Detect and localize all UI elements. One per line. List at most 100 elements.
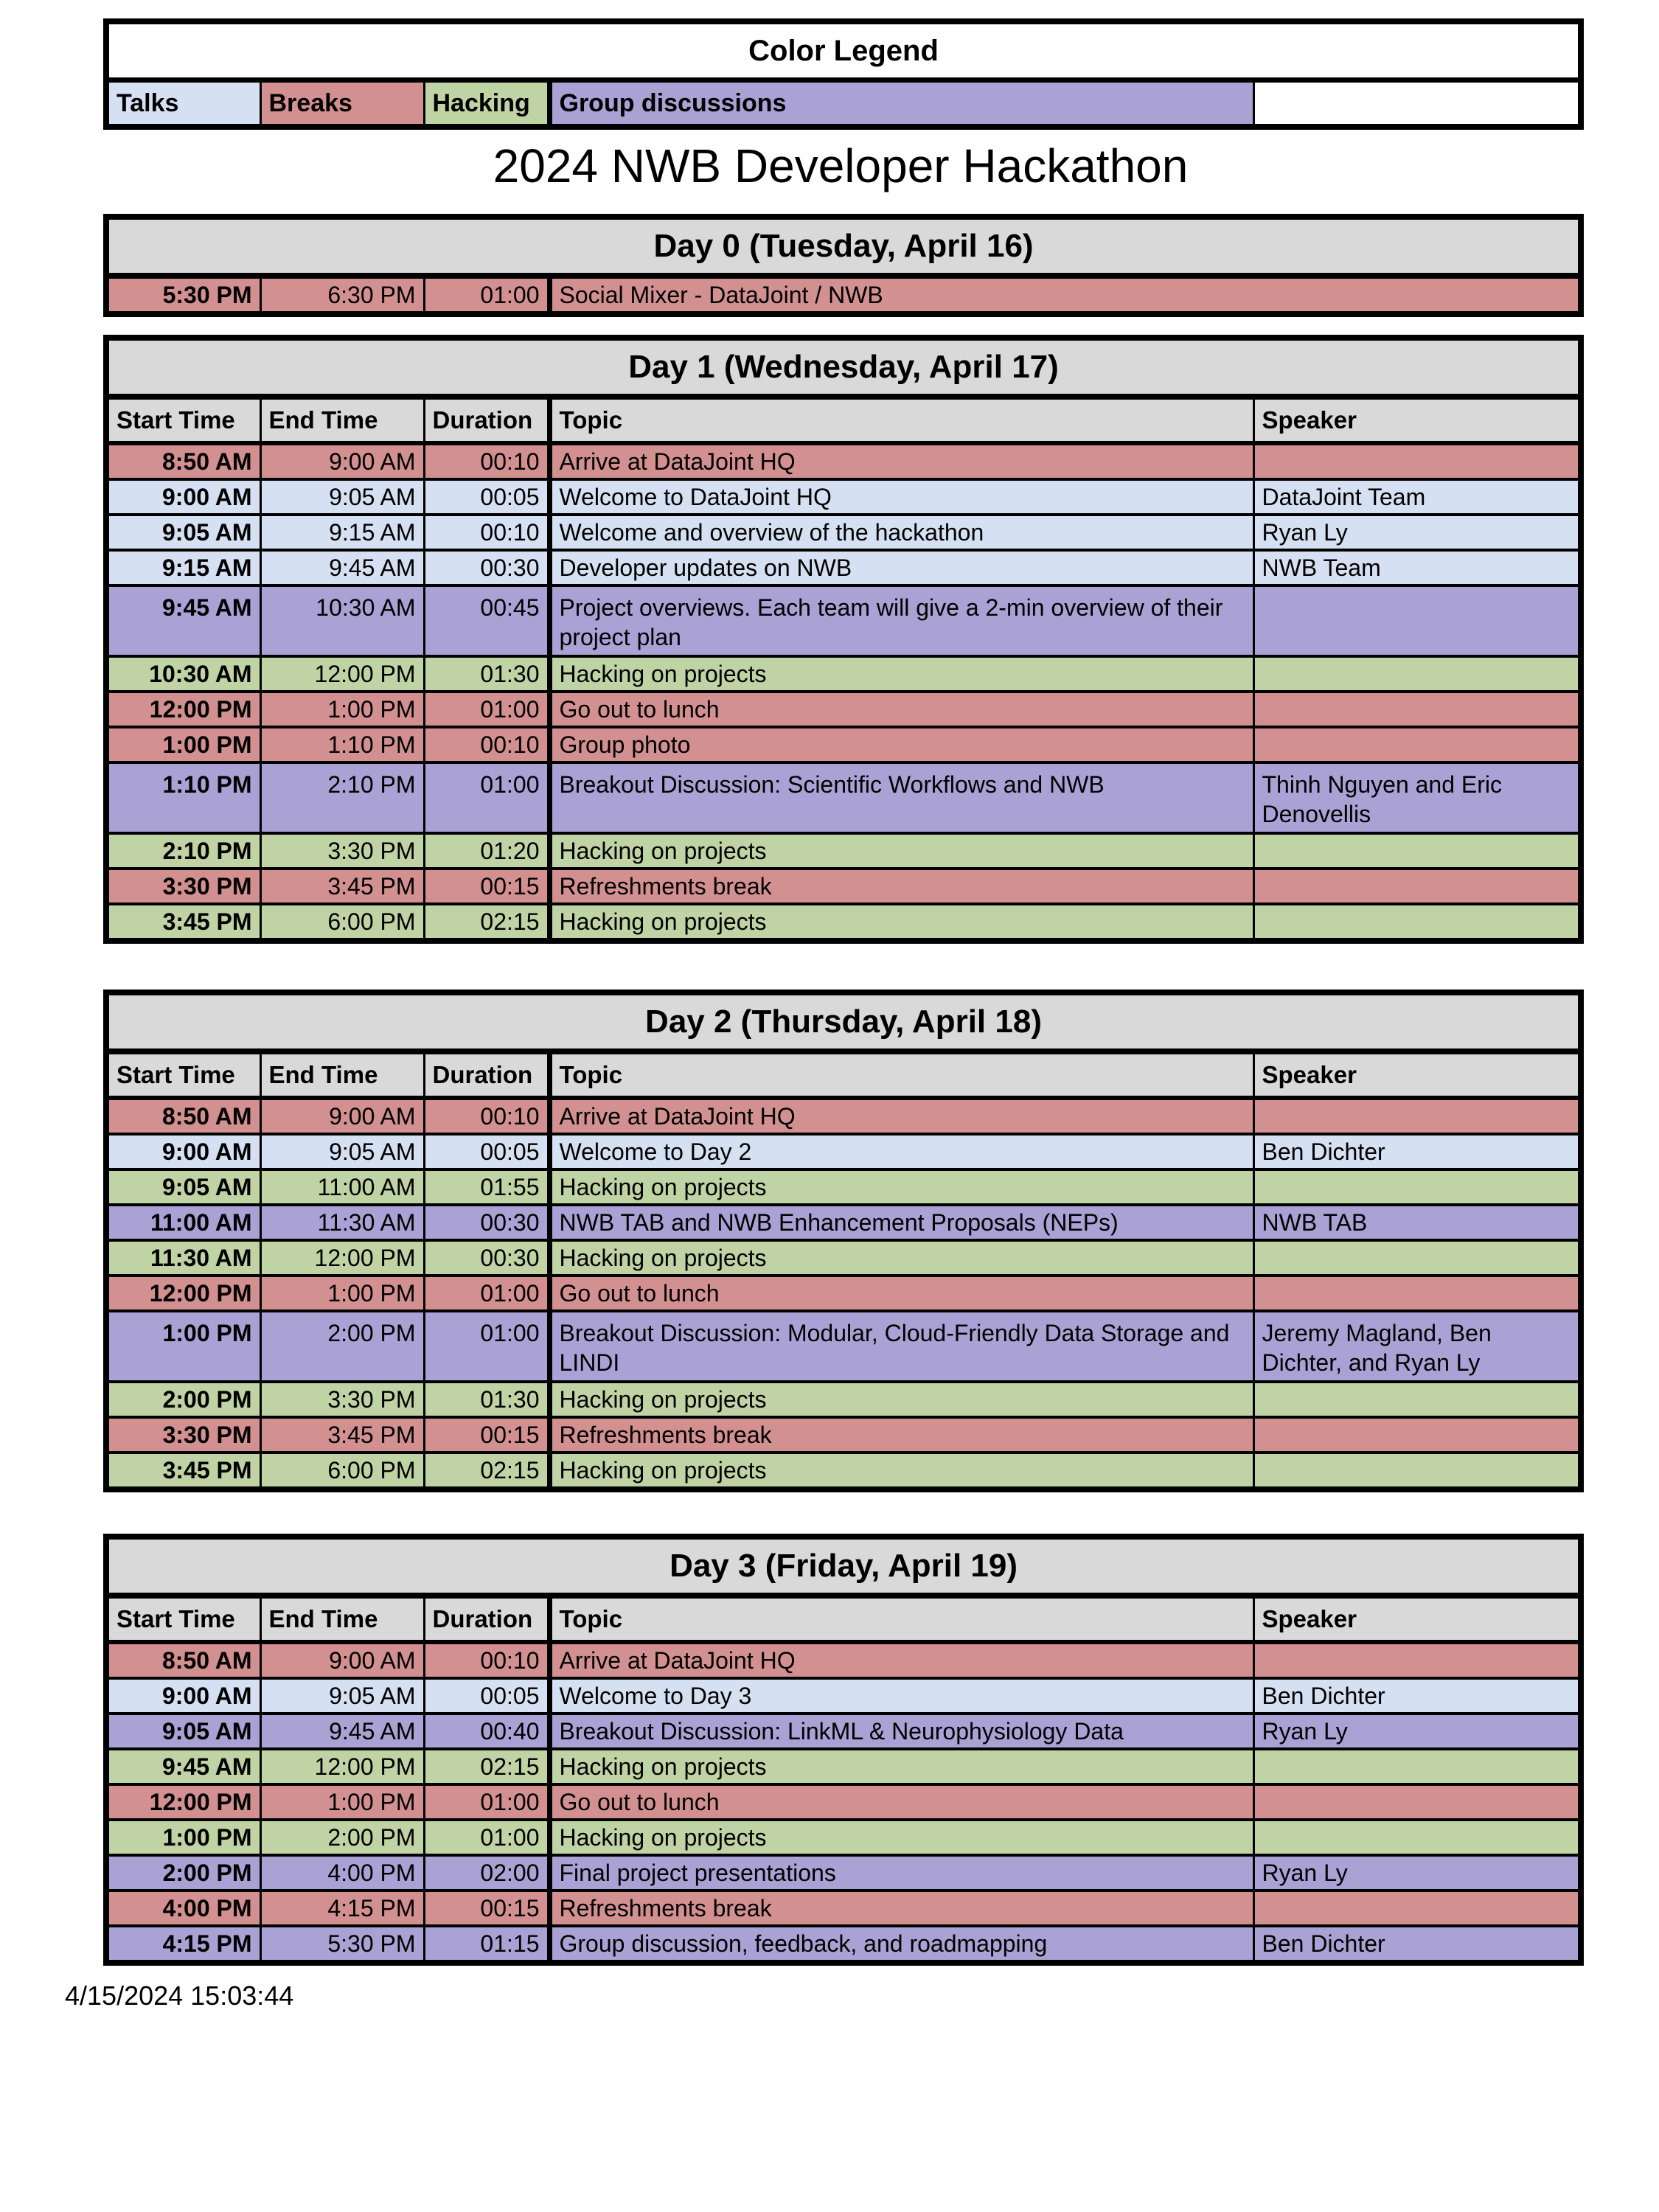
speaker-cell — [1252, 690, 1582, 728]
speaker-cell: DataJoint Team — [1252, 478, 1582, 516]
end-time-cell: 6:00 PM — [259, 902, 425, 942]
speaker-cell: Ryan Ly — [1252, 1712, 1582, 1750]
column-header-speaker: Speaker — [1252, 397, 1582, 445]
column-header-topic: Topic — [546, 1051, 1253, 1100]
page-title: 2024 NWB Developer Hackathon — [493, 139, 1189, 192]
end-time-cell: 6:00 PM — [259, 1451, 425, 1491]
start-time-cell: 1:00 PM — [105, 726, 262, 764]
schedule-row: 3:30 PM 3:45 PM 00:15 Refreshments break — [105, 1416, 1582, 1454]
duration-cell: 00:15 — [422, 1889, 551, 1927]
duration-cell: 02:00 — [422, 1854, 551, 1892]
end-time-cell: 2:00 PM — [259, 1310, 425, 1383]
start-time-cell: 9:05 AM — [105, 513, 262, 552]
speaker-cell: Jeremy Magland, Ben Dichter, and Ryan Ly — [1252, 1310, 1582, 1383]
end-time-cell: 3:30 PM — [259, 1380, 425, 1419]
duration-cell: 02:15 — [422, 1747, 551, 1786]
duration-cell: 00:05 — [422, 1133, 551, 1171]
topic-cell: Welcome and overview of the hackathon — [546, 513, 1255, 552]
start-time-cell: 1:00 PM — [105, 1310, 262, 1383]
schedule-row: 4:00 PM 4:15 PM 00:15 Refreshments break — [105, 1889, 1582, 1927]
topic-cell: Breakout Discussion: LinkML & Neurophysi… — [546, 1712, 1255, 1750]
speaker-cell: Ryan Ly — [1252, 513, 1582, 552]
start-time-cell: 10:30 AM — [105, 655, 262, 693]
topic-cell: Group photo — [546, 726, 1255, 764]
duration-cell: 00:40 — [422, 1712, 551, 1750]
topic-cell: Project overviews. Each team will give a… — [546, 584, 1255, 658]
duration-cell: 01:00 — [422, 1783, 551, 1821]
duration-cell: 01:00 — [422, 761, 551, 835]
duration-cell: 01:30 — [422, 655, 551, 693]
legend-item-breaks: Breaks — [259, 80, 424, 127]
column-header-start-time: Start Time — [105, 1051, 260, 1100]
schedule-row: 9:00 AM 9:05 AM 00:05 Welcome to Day 2 B… — [105, 1133, 1582, 1171]
duration-cell: 01:00 — [422, 1274, 551, 1312]
legend-item-talks: Talks — [105, 80, 260, 127]
duration-cell: 00:30 — [422, 549, 551, 587]
column-header-start-time: Start Time — [105, 397, 260, 445]
end-time-cell: 2:00 PM — [259, 1818, 425, 1857]
end-time-cell: 12:00 PM — [259, 1239, 425, 1277]
end-time-cell: 3:45 PM — [259, 1416, 425, 1454]
day-title-row: Day 0 (Tuesday, April 16) — [106, 217, 1582, 279]
end-time-cell: 9:45 AM — [259, 1712, 425, 1750]
end-time-cell: 4:00 PM — [259, 1854, 425, 1892]
schedule-row: 1:10 PM 2:10 PM 01:00 Breakout Discussio… — [105, 761, 1582, 835]
schedule-row: 3:45 PM 6:00 PM 02:15 Hacking on project… — [105, 1451, 1582, 1491]
speaker-cell: NWB Team — [1252, 549, 1582, 587]
topic-cell: Hacking on projects — [546, 1818, 1255, 1857]
column-header-speaker: Speaker — [1252, 1051, 1582, 1100]
day-0-table: Day 0 (Tuesday, April 16) 5:30 PM 6:30 P… — [103, 214, 1585, 317]
start-time-cell: 12:00 PM — [105, 1783, 262, 1821]
schedule-row: 2:00 PM 4:00 PM 02:00 Final project pres… — [105, 1854, 1582, 1892]
day-title: Day 2 (Thursday, April 18) — [106, 992, 1582, 1054]
legend-item-hacking: Hacking — [422, 80, 549, 127]
topic-cell: Arrive at DataJoint HQ — [546, 1096, 1255, 1135]
speaker-cell — [1252, 1747, 1582, 1786]
schedule-row: 3:30 PM 3:45 PM 00:15 Refreshments break — [105, 867, 1582, 905]
topic-cell: Hacking on projects — [546, 655, 1255, 693]
duration-cell: 00:10 — [422, 442, 551, 481]
duration-cell: 00:10 — [422, 726, 551, 764]
schedule-row: 12:00 PM 1:00 PM 01:00 Go out to lunch — [105, 1274, 1582, 1312]
start-time-cell: 4:15 PM — [105, 1924, 262, 1964]
day-title: Day 3 (Friday, April 19) — [106, 1537, 1582, 1599]
duration-cell: 01:00 — [422, 1310, 551, 1383]
schedule-row: 9:05 AM 11:00 AM 01:55 Hacking on projec… — [105, 1168, 1582, 1206]
topic-cell: Welcome to Day 3 — [546, 1677, 1255, 1715]
schedule-row: 9:45 AM 12:00 PM 02:15 Hacking on projec… — [105, 1747, 1582, 1786]
end-time-cell: 9:05 AM — [259, 1133, 425, 1171]
schedule-row: 11:30 AM 12:00 PM 00:30 Hacking on proje… — [105, 1239, 1582, 1277]
duration-cell: 00:15 — [422, 867, 551, 905]
end-time-cell: 6:30 PM — [259, 274, 425, 316]
schedule-row: 8:50 AM 9:00 AM 00:10 Arrive at DataJoin… — [105, 442, 1582, 481]
speaker-cell — [1252, 1451, 1582, 1491]
schedule-row: 4:15 PM 5:30 PM 01:15 Group discussion, … — [105, 1924, 1582, 1964]
day-tables-container: Day 0 (Tuesday, April 16) 5:30 PM 6:30 P… — [103, 214, 1585, 1966]
column-header-duration: Duration — [422, 1596, 549, 1644]
column-header-start-time: Start Time — [105, 1596, 260, 1644]
speaker-cell: Thinh Nguyen and Eric Denovellis — [1252, 761, 1582, 835]
schedule-row: 2:00 PM 3:30 PM 01:30 Hacking on project… — [105, 1380, 1582, 1419]
end-time-cell: 9:00 AM — [259, 1096, 425, 1135]
start-time-cell: 2:10 PM — [105, 832, 262, 870]
topic-cell: Developer updates on NWB — [546, 549, 1255, 587]
speaker-cell — [1252, 1168, 1582, 1206]
schedule-row: 5:30 PM 6:30 PM 01:00 Social Mixer - Dat… — [105, 274, 1582, 316]
speaker-cell — [1252, 902, 1582, 942]
end-time-cell: 1:10 PM — [259, 726, 425, 764]
start-time-cell: 11:30 AM — [105, 1239, 262, 1277]
topic-cell: Final project presentations — [546, 1854, 1255, 1892]
column-header-duration: Duration — [422, 1051, 549, 1100]
day-title: Day 0 (Tuesday, April 16) — [106, 217, 1582, 279]
column-header-duration: Duration — [422, 397, 549, 445]
day-title-row: Day 1 (Wednesday, April 17) — [106, 338, 1582, 400]
topic-cell: Hacking on projects — [546, 1239, 1255, 1277]
duration-cell: 00:10 — [422, 513, 551, 552]
speaker-cell — [1252, 1783, 1582, 1821]
duration-cell: 00:10 — [422, 1641, 551, 1680]
end-time-cell: 4:15 PM — [259, 1889, 425, 1927]
duration-cell: 00:30 — [422, 1239, 551, 1277]
start-time-cell: 3:45 PM — [105, 902, 262, 942]
topic-cell: Hacking on projects — [546, 1380, 1255, 1419]
speaker-cell: Ben Dichter — [1252, 1924, 1582, 1964]
